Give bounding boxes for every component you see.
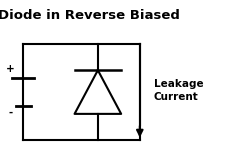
Text: +: + (6, 64, 15, 74)
Text: Diode in Reverse Biased: Diode in Reverse Biased (0, 9, 179, 22)
Text: -: - (8, 108, 13, 118)
Text: Leakage
Current: Leakage Current (154, 79, 203, 102)
